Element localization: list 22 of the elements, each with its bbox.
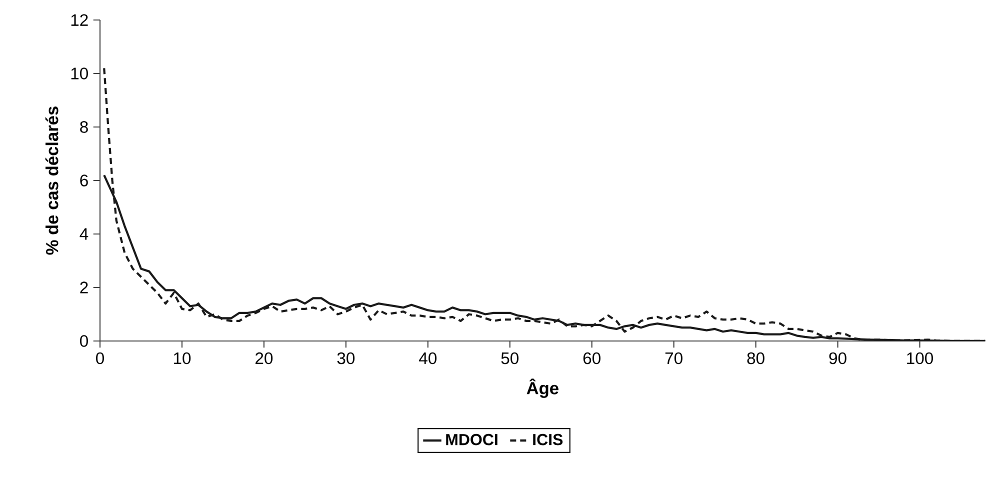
y-tick-label: 8 — [80, 121, 88, 133]
y-tick-label: 0 — [80, 335, 88, 347]
x-tick-label: 80 — [747, 352, 764, 364]
y-tick-label: 2 — [80, 282, 88, 294]
x-tick-label: 70 — [665, 352, 682, 364]
x-tick-label: 50 — [501, 352, 518, 364]
x-axis-title: Âge — [526, 378, 558, 398]
x-tick-label: 100 — [907, 352, 933, 364]
x-tick-label: 40 — [419, 352, 437, 364]
y-tick-label: 6 — [80, 174, 88, 186]
x-tick-label: 60 — [583, 352, 600, 364]
x-tick-label: 10 — [174, 352, 191, 364]
y-tick-label: 12 — [71, 14, 88, 26]
y-axis-title: % de cas déclarés — [45, 106, 58, 255]
x-tick-label: 90 — [829, 352, 846, 364]
legend-label: MDOCI — [446, 434, 498, 446]
x-tick-label: 30 — [337, 352, 355, 364]
x-tick-label: 0 — [96, 352, 104, 364]
y-tick-label: 4 — [80, 228, 88, 240]
x-tick-label: 20 — [256, 352, 273, 364]
legend-label: ICIS — [533, 434, 563, 446]
y-tick-label: 10 — [71, 68, 88, 80]
